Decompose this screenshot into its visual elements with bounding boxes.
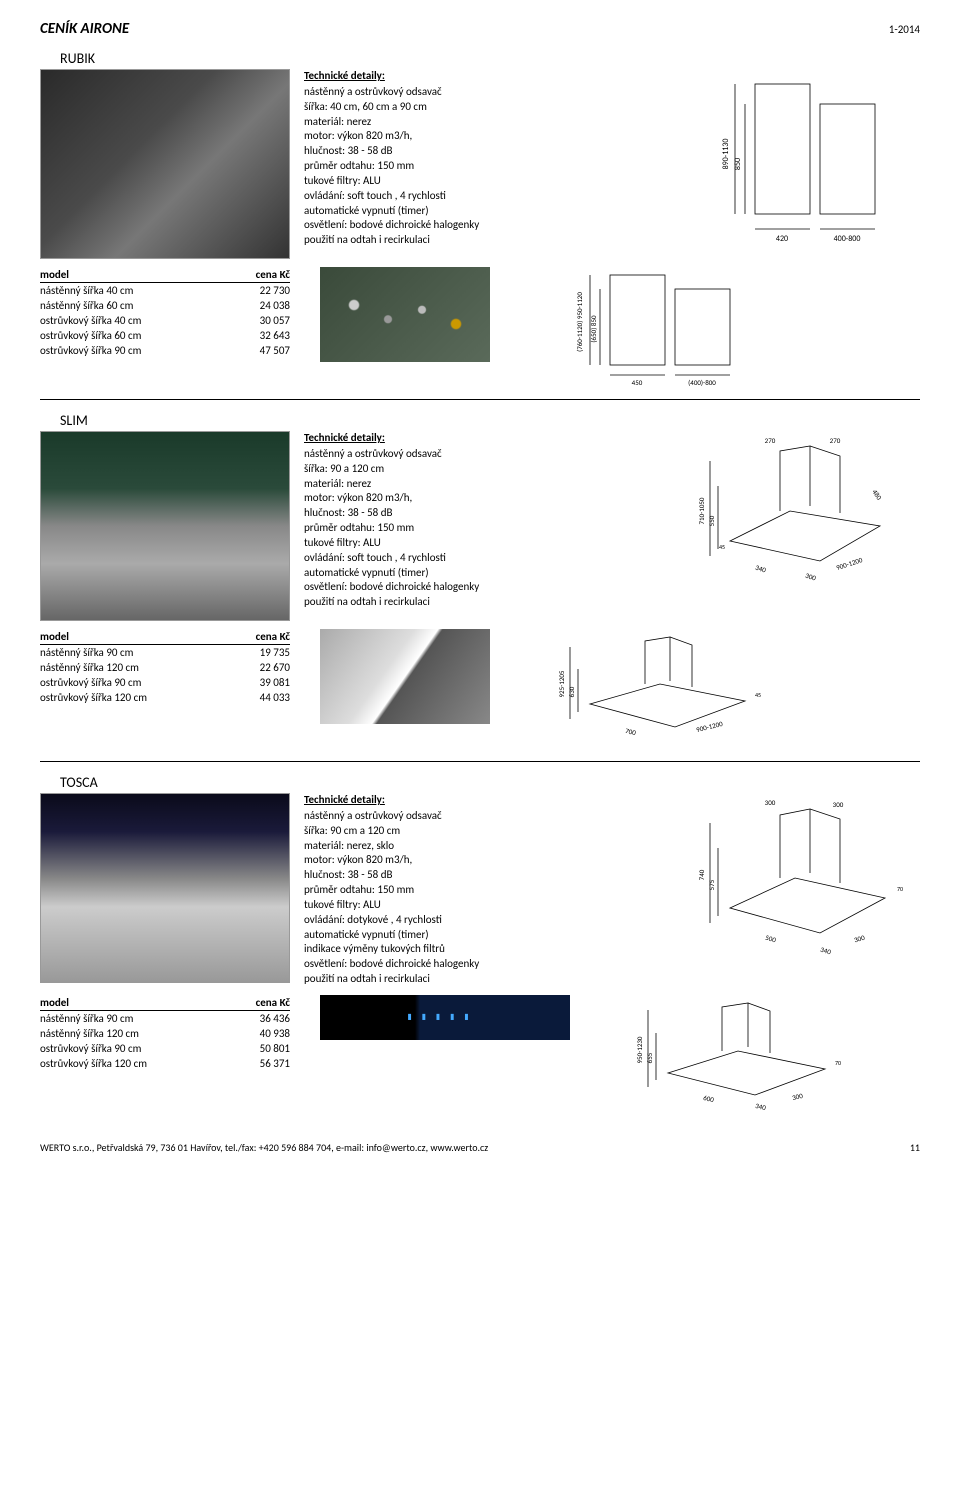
svg-text:500: 500 [764, 933, 777, 945]
page-header: CENÍK AIRONE 1-2014 [40, 20, 920, 38]
svg-text:575: 575 [707, 879, 716, 890]
details-title: Technické detaily: [304, 69, 646, 84]
section-title: RUBIK [60, 50, 920, 67]
table-row: nástěnný šířka 120 cm22 670 [40, 660, 290, 675]
page-number: 11 [910, 1141, 920, 1154]
svg-text:850: 850 [733, 158, 743, 170]
svg-text:(760-1120) 950-1120: (760-1120) 950-1120 [575, 292, 584, 352]
section-rubik: RUBIK Technické detaily: nástěnný a ostr… [40, 50, 920, 387]
table-header-model: model [40, 995, 229, 1011]
table-row: nástěnný šířka 120 cm40 938 [40, 1026, 290, 1041]
table-row: nástěnný šířka 60 cm24 038 [40, 298, 290, 313]
svg-text:925-1205: 925-1205 [557, 670, 566, 697]
diagram-tosca-bottom: 950-1230 655 70 600 340 300 [600, 995, 860, 1115]
svg-text:70: 70 [835, 1059, 841, 1067]
table-row: ostrůvkový šířka 60 cm32 643 [40, 328, 290, 343]
thumb-tosca [320, 995, 570, 1040]
svg-text:740: 740 [697, 869, 706, 880]
svg-text:45: 45 [719, 543, 725, 551]
svg-text:(650) 850: (650) 850 [589, 315, 598, 343]
svg-text:950-1230: 950-1230 [635, 1036, 644, 1063]
price-table-slim: model cena Kč nástěnný šířka 90 cm19 735… [40, 629, 290, 705]
svg-text:655: 655 [645, 1052, 654, 1063]
details-text: nástěnný a ostrůvkový odsavač šířka: 90 … [304, 447, 646, 610]
header-title: CENÍK AIRONE [40, 20, 129, 38]
table-row: ostrůvkový šířka 120 cm56 371 [40, 1056, 290, 1071]
product-image-slim [40, 431, 290, 621]
svg-text:630: 630 [567, 686, 576, 697]
table-header-model: model [40, 629, 229, 645]
header-date: 1-2014 [889, 23, 920, 36]
diagram-rubik-bottom: (760-1120) 950-1120 (650) 850 450 (400)-… [520, 267, 780, 387]
svg-text:300: 300 [833, 800, 844, 809]
svg-text:900-1200: 900-1200 [695, 719, 724, 734]
table-row: nástěnný šířka 90 cm36 436 [40, 1010, 290, 1026]
price-table-tosca: model cena Kč nástěnný šířka 90 cm36 436… [40, 995, 290, 1071]
price-table-rubik: model cena Kč nástěnný šířka 40 cm22 730… [40, 267, 290, 358]
diagram-slim-bottom: 925-1205 630 45 700 900-1200 [520, 629, 780, 749]
svg-text:340: 340 [819, 945, 832, 957]
table-row: nástěnný šířka 90 cm19 735 [40, 645, 290, 661]
svg-text:890-1130: 890-1130 [721, 139, 731, 170]
svg-text:340: 340 [754, 563, 767, 575]
table-row: nástěnný šířka 40 cm22 730 [40, 283, 290, 299]
divider [40, 761, 920, 762]
thumb-rubik [320, 267, 490, 362]
page-footer: WERTO s.r.o., Petřvaldská 79, 736 01 Hav… [40, 1135, 920, 1154]
svg-text:420: 420 [776, 234, 788, 244]
divider [40, 399, 920, 400]
diagram-rubik-top: 890-1130 850 420 400-800 [660, 69, 920, 259]
product-image-rubik [40, 69, 290, 259]
diagram-tosca-top: 300 300 740 575 70 500 340 300 [660, 793, 920, 983]
svg-text:550: 550 [707, 515, 716, 526]
table-row: ostrůvkový šířka 120 cm44 033 [40, 690, 290, 705]
details-rubik: Technické detaily: nástěnný a ostrůvkový… [304, 69, 646, 248]
table-header-price: cena Kč [229, 995, 290, 1011]
diagram-slim-top: 270 270 710-1050 550 45 480 340 300 900-… [660, 431, 920, 621]
section-slim: SLIM Technické detaily: nástěnný a ostrů… [40, 412, 920, 749]
svg-text:900-1200: 900-1200 [835, 555, 864, 572]
svg-text:45: 45 [755, 691, 761, 699]
svg-text:700: 700 [624, 726, 637, 737]
table-header-model: model [40, 267, 227, 283]
svg-text:450: 450 [632, 378, 643, 387]
svg-text:270: 270 [765, 436, 776, 445]
table-row: ostrůvkový šířka 90 cm50 801 [40, 1041, 290, 1056]
details-title: Technické detaily: [304, 793, 646, 808]
svg-text:300: 300 [853, 933, 866, 945]
details-text: nástěnný a ostrůvkový odsavač šířka: 40 … [304, 85, 646, 248]
svg-text:(400)-800: (400)-800 [688, 378, 716, 387]
product-image-tosca [40, 793, 290, 983]
table-row: ostrůvkový šířka 40 cm30 057 [40, 313, 290, 328]
details-slim: Technické detaily: nástěnný a ostrůvkový… [304, 431, 646, 610]
details-text: nástěnný a ostrůvkový odsavač šířka: 90 … [304, 809, 646, 987]
svg-text:270: 270 [830, 436, 841, 445]
svg-text:600: 600 [702, 1093, 715, 1104]
table-header-price: cena Kč [227, 267, 290, 283]
section-tosca: TOSCA Technické detaily: nástěnný a ostr… [40, 774, 920, 1115]
thumb-slim [320, 629, 490, 724]
svg-text:710-1050: 710-1050 [697, 497, 706, 524]
section-title: SLIM [60, 412, 920, 429]
table-row: ostrůvkový šířka 90 cm39 081 [40, 675, 290, 690]
table-header-price: cena Kč [229, 629, 290, 645]
details-tosca: Technické detaily: nástěnný a ostrůvkový… [304, 793, 646, 987]
table-row: ostrůvkový šířka 90 cm47 507 [40, 343, 290, 358]
footer-text: WERTO s.r.o., Petřvaldská 79, 736 01 Hav… [40, 1141, 488, 1154]
svg-text:300: 300 [791, 1091, 804, 1102]
svg-text:70: 70 [897, 885, 903, 893]
svg-text:400-800: 400-800 [834, 234, 861, 244]
details-title: Technické detaily: [304, 431, 646, 446]
svg-text:300: 300 [804, 571, 817, 583]
svg-text:480: 480 [870, 488, 884, 502]
section-title: TOSCA [60, 774, 920, 791]
svg-text:300: 300 [765, 798, 776, 807]
svg-text:340: 340 [754, 1101, 767, 1112]
